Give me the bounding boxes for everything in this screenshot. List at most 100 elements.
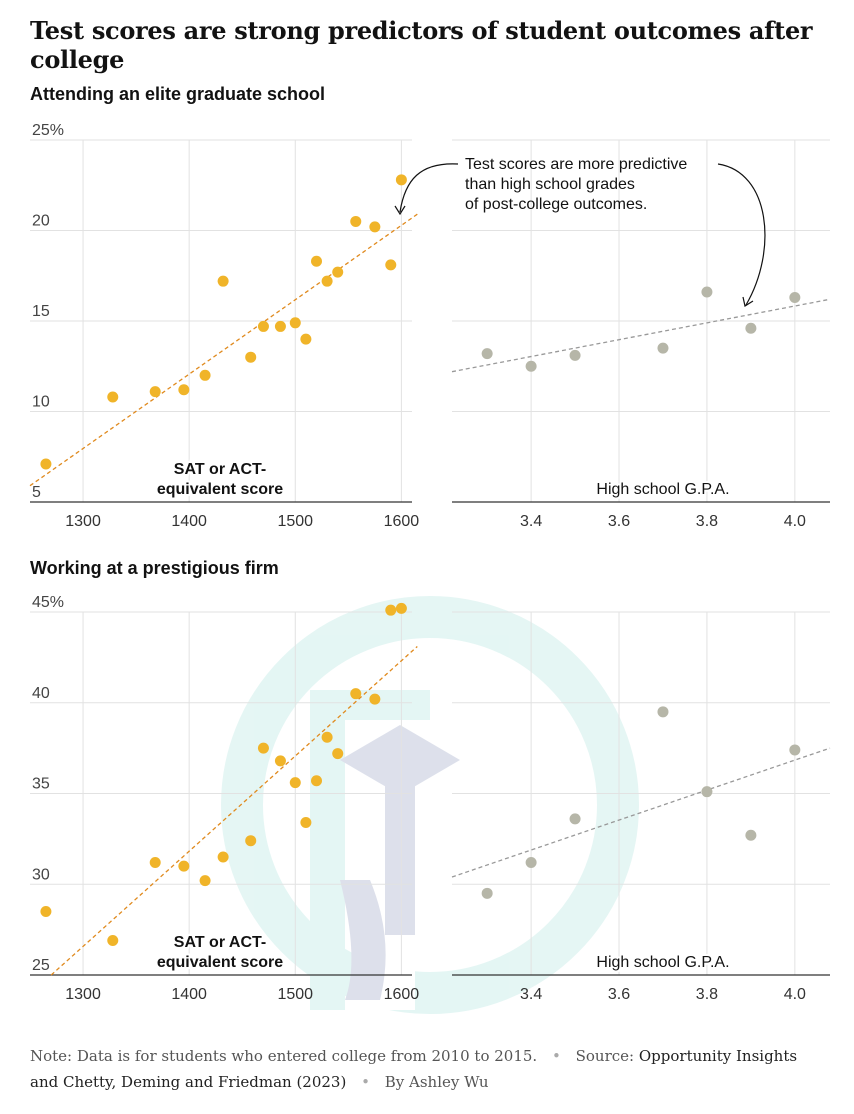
data-point [245, 835, 257, 847]
x-tick-label: 3.6 [608, 986, 630, 1003]
source-link-2[interactable]: and Chetty, Deming and Friedman (2023) [30, 1073, 347, 1091]
y-tick-label: 25 [32, 957, 50, 974]
annotation-arrow-right [717, 163, 766, 306]
byline: By Ashley Wu [384, 1073, 489, 1091]
footer-separator: • [551, 1047, 561, 1065]
y-tick-label: 15 [32, 303, 50, 320]
data-point [525, 856, 537, 868]
data-point [701, 786, 713, 798]
y-tick-label: 40 [32, 685, 50, 702]
y-tick-label: 35 [32, 776, 50, 793]
y-tick-label: 45% [32, 594, 64, 611]
data-point [569, 349, 581, 361]
x-tick-label: 1500 [277, 513, 313, 530]
annotation-line-2: than high school grades [465, 176, 635, 193]
annotation-arrow-left [399, 163, 459, 213]
panel-0-1: 3.4 3.6 3.8 4.0 High school G.P.A. [451, 139, 831, 530]
data-point [332, 748, 344, 760]
x-tick-label: 4.0 [784, 513, 806, 530]
x-tick-label: 3.4 [520, 513, 542, 530]
watermark-logo [221, 596, 639, 1014]
data-point [274, 320, 286, 332]
data-point [569, 813, 581, 825]
panel-0-0: 1300 1400 1500 1600 5 10 15 20 25% SAT or ACT-equ… [29, 122, 420, 530]
data-point [332, 266, 344, 278]
data-point [385, 604, 397, 616]
panel-1-1: 3.4 3.6 3.8 4.0 High school G.P.A. [451, 611, 831, 1003]
data-point [289, 317, 301, 329]
x-tick-label: 3.4 [520, 986, 542, 1003]
data-point [350, 215, 362, 227]
x-tick-label: 1600 [384, 986, 420, 1003]
x-axis-label: SAT or ACT- [174, 934, 266, 951]
x-tick-label: 3.8 [696, 513, 718, 530]
data-point [369, 693, 381, 705]
data-point [257, 742, 269, 754]
data-point [745, 322, 757, 334]
data-point [525, 360, 537, 372]
data-point [199, 369, 211, 381]
data-point [107, 391, 119, 403]
trend-line [451, 298, 831, 373]
data-point [217, 851, 229, 863]
trend-line [50, 646, 418, 976]
x-tick-label: 1400 [171, 986, 207, 1003]
note-label: Note: [30, 1047, 73, 1065]
trend-line [451, 747, 831, 878]
data-point [149, 386, 161, 398]
data-point [789, 744, 801, 756]
data-point [245, 351, 257, 363]
data-point [745, 829, 757, 841]
source-link[interactable]: Opportunity Insights [638, 1047, 798, 1065]
note-text: Data is for students who entered college… [76, 1047, 538, 1065]
y-tick-label: 20 [32, 213, 50, 230]
data-point [178, 860, 190, 872]
charts-canvas: 1300 1400 1500 1600 5 10 15 20 25% SAT or ACT-equ… [29, 122, 831, 1014]
x-axis-label: High school G.P.A. [596, 481, 729, 498]
section-title-graduate-school: Attending an elite graduate school [30, 84, 326, 104]
x-tick-label: 1500 [277, 986, 313, 1003]
footer-separator-2: • [361, 1073, 370, 1091]
data-point [701, 286, 713, 298]
x-tick-label: 1600 [384, 513, 420, 530]
y-tick-label: 5 [32, 484, 41, 501]
footer-note: Note: Data is for students who entered c… [30, 1043, 820, 1095]
data-point [657, 706, 669, 718]
data-point [481, 887, 493, 899]
annotation-arrowhead-left [394, 205, 406, 216]
data-point [395, 174, 407, 186]
x-tick-label: 1300 [65, 986, 101, 1003]
data-point [657, 342, 669, 354]
y-tick-label: 10 [32, 394, 50, 411]
source-label: Source: [575, 1047, 635, 1065]
data-point [395, 602, 407, 614]
data-point [199, 875, 211, 887]
trend-line [29, 213, 418, 487]
annotation-line-1: Test scores are more predictive [465, 156, 687, 173]
data-point [107, 935, 119, 947]
x-tick-label: 1300 [65, 513, 101, 530]
data-point [257, 320, 269, 332]
x-axis-label: SAT or ACT- [174, 461, 266, 478]
chart-title: Test scores are strong predictors of stu… [30, 16, 813, 74]
data-point [40, 905, 52, 917]
x-axis-label: High school G.P.A. [596, 954, 729, 971]
y-tick-label: 30 [32, 866, 50, 883]
data-point [789, 291, 801, 303]
data-point [311, 255, 322, 267]
annotation-arrowhead-right [742, 296, 754, 307]
data-point [40, 458, 52, 470]
data-point [149, 856, 161, 868]
x-tick-label: 3.6 [608, 513, 630, 530]
panel-1-0: 1300 1400 1500 1600 25 30 35 40 45% SAT or ACT-eq… [30, 594, 419, 1003]
annotation-line-3: of post-college outcomes. [465, 196, 647, 213]
data-point [274, 755, 286, 767]
data-point [321, 731, 333, 743]
data-point [350, 688, 362, 700]
x-tick-label: 4.0 [784, 986, 806, 1003]
data-point [178, 384, 190, 396]
data-point [217, 275, 229, 287]
data-point [300, 817, 312, 829]
x-axis-label: equivalent score [157, 481, 283, 498]
data-point [300, 333, 312, 345]
